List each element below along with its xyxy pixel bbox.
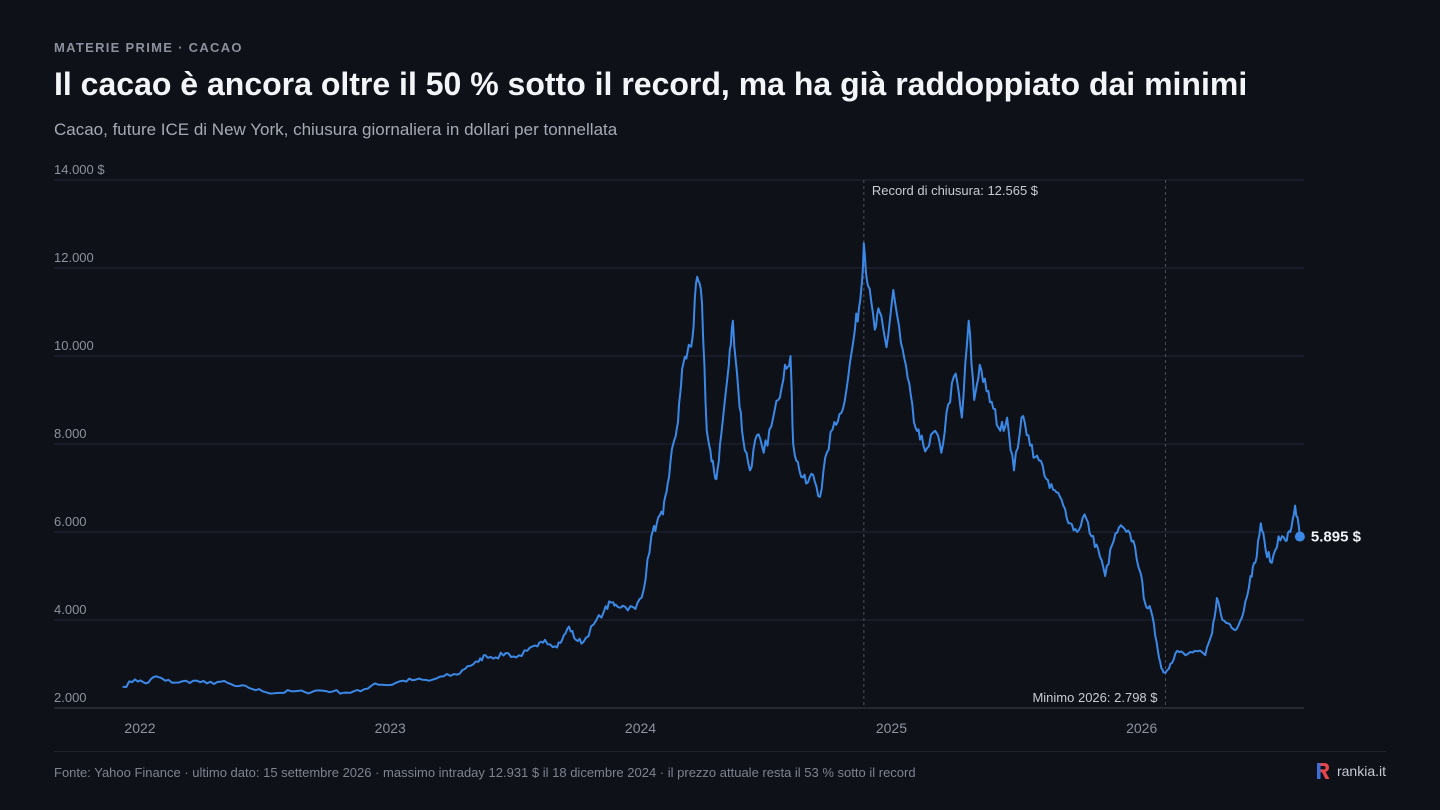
annotation-label: Minimo 2026: 2.798 $ <box>1032 690 1158 705</box>
line-chart: 2.000 4.000 6.000 8.000 10.000 12.000 14.000 $… <box>54 162 1362 736</box>
kicker: MATERIE PRIME · CACAO <box>54 40 243 55</box>
page-subtitle: Cacao, future ICE di New York, chiusura … <box>54 120 618 139</box>
last-value-dot <box>1294 531 1305 542</box>
y-tick-label: 10.000 <box>54 338 94 353</box>
annotation-label: Record di chiusura: 12.565 $ <box>872 183 1039 198</box>
y-axis-ticks: 2.000 4.000 6.000 8.000 10.000 12.000 14.000 $ <box>54 162 105 705</box>
annotations: Record di chiusura: 12.565 $ Minimo 2026:… <box>863 180 1167 708</box>
y-tick-label: 4.000 <box>54 602 87 617</box>
x-axis-ticks: 2022 2023 2024 2025 2026 <box>124 720 1157 736</box>
price-series-line <box>122 242 1301 695</box>
brand[interactable]: rankia.it <box>1315 762 1386 780</box>
y-tick-label: 14.000 $ <box>54 162 105 177</box>
y-tick-label: 2.000 <box>54 690 87 705</box>
grid-lines <box>54 179 1304 709</box>
x-tick-label: 2022 <box>124 720 155 736</box>
footer-divider <box>54 751 1386 752</box>
rankia-logo-icon <box>1316 763 1330 779</box>
page-title: Il cacao è ancora oltre il 50 % sotto il… <box>54 66 1248 102</box>
x-tick-label: 2026 <box>1126 720 1157 736</box>
x-tick-label: 2025 <box>876 720 907 736</box>
source-note: Fonte: Yahoo Finance · ultimo dato: 15 s… <box>54 765 916 780</box>
y-tick-label: 6.000 <box>54 514 87 529</box>
x-tick-label: 2024 <box>625 720 656 736</box>
brand-name: rankia.it <box>1336 763 1386 779</box>
last-value-label: 5.895 $ <box>1311 529 1362 546</box>
y-tick-label: 12.000 <box>54 250 94 265</box>
y-tick-label: 8.000 <box>54 426 87 441</box>
x-tick-label: 2023 <box>375 720 406 736</box>
